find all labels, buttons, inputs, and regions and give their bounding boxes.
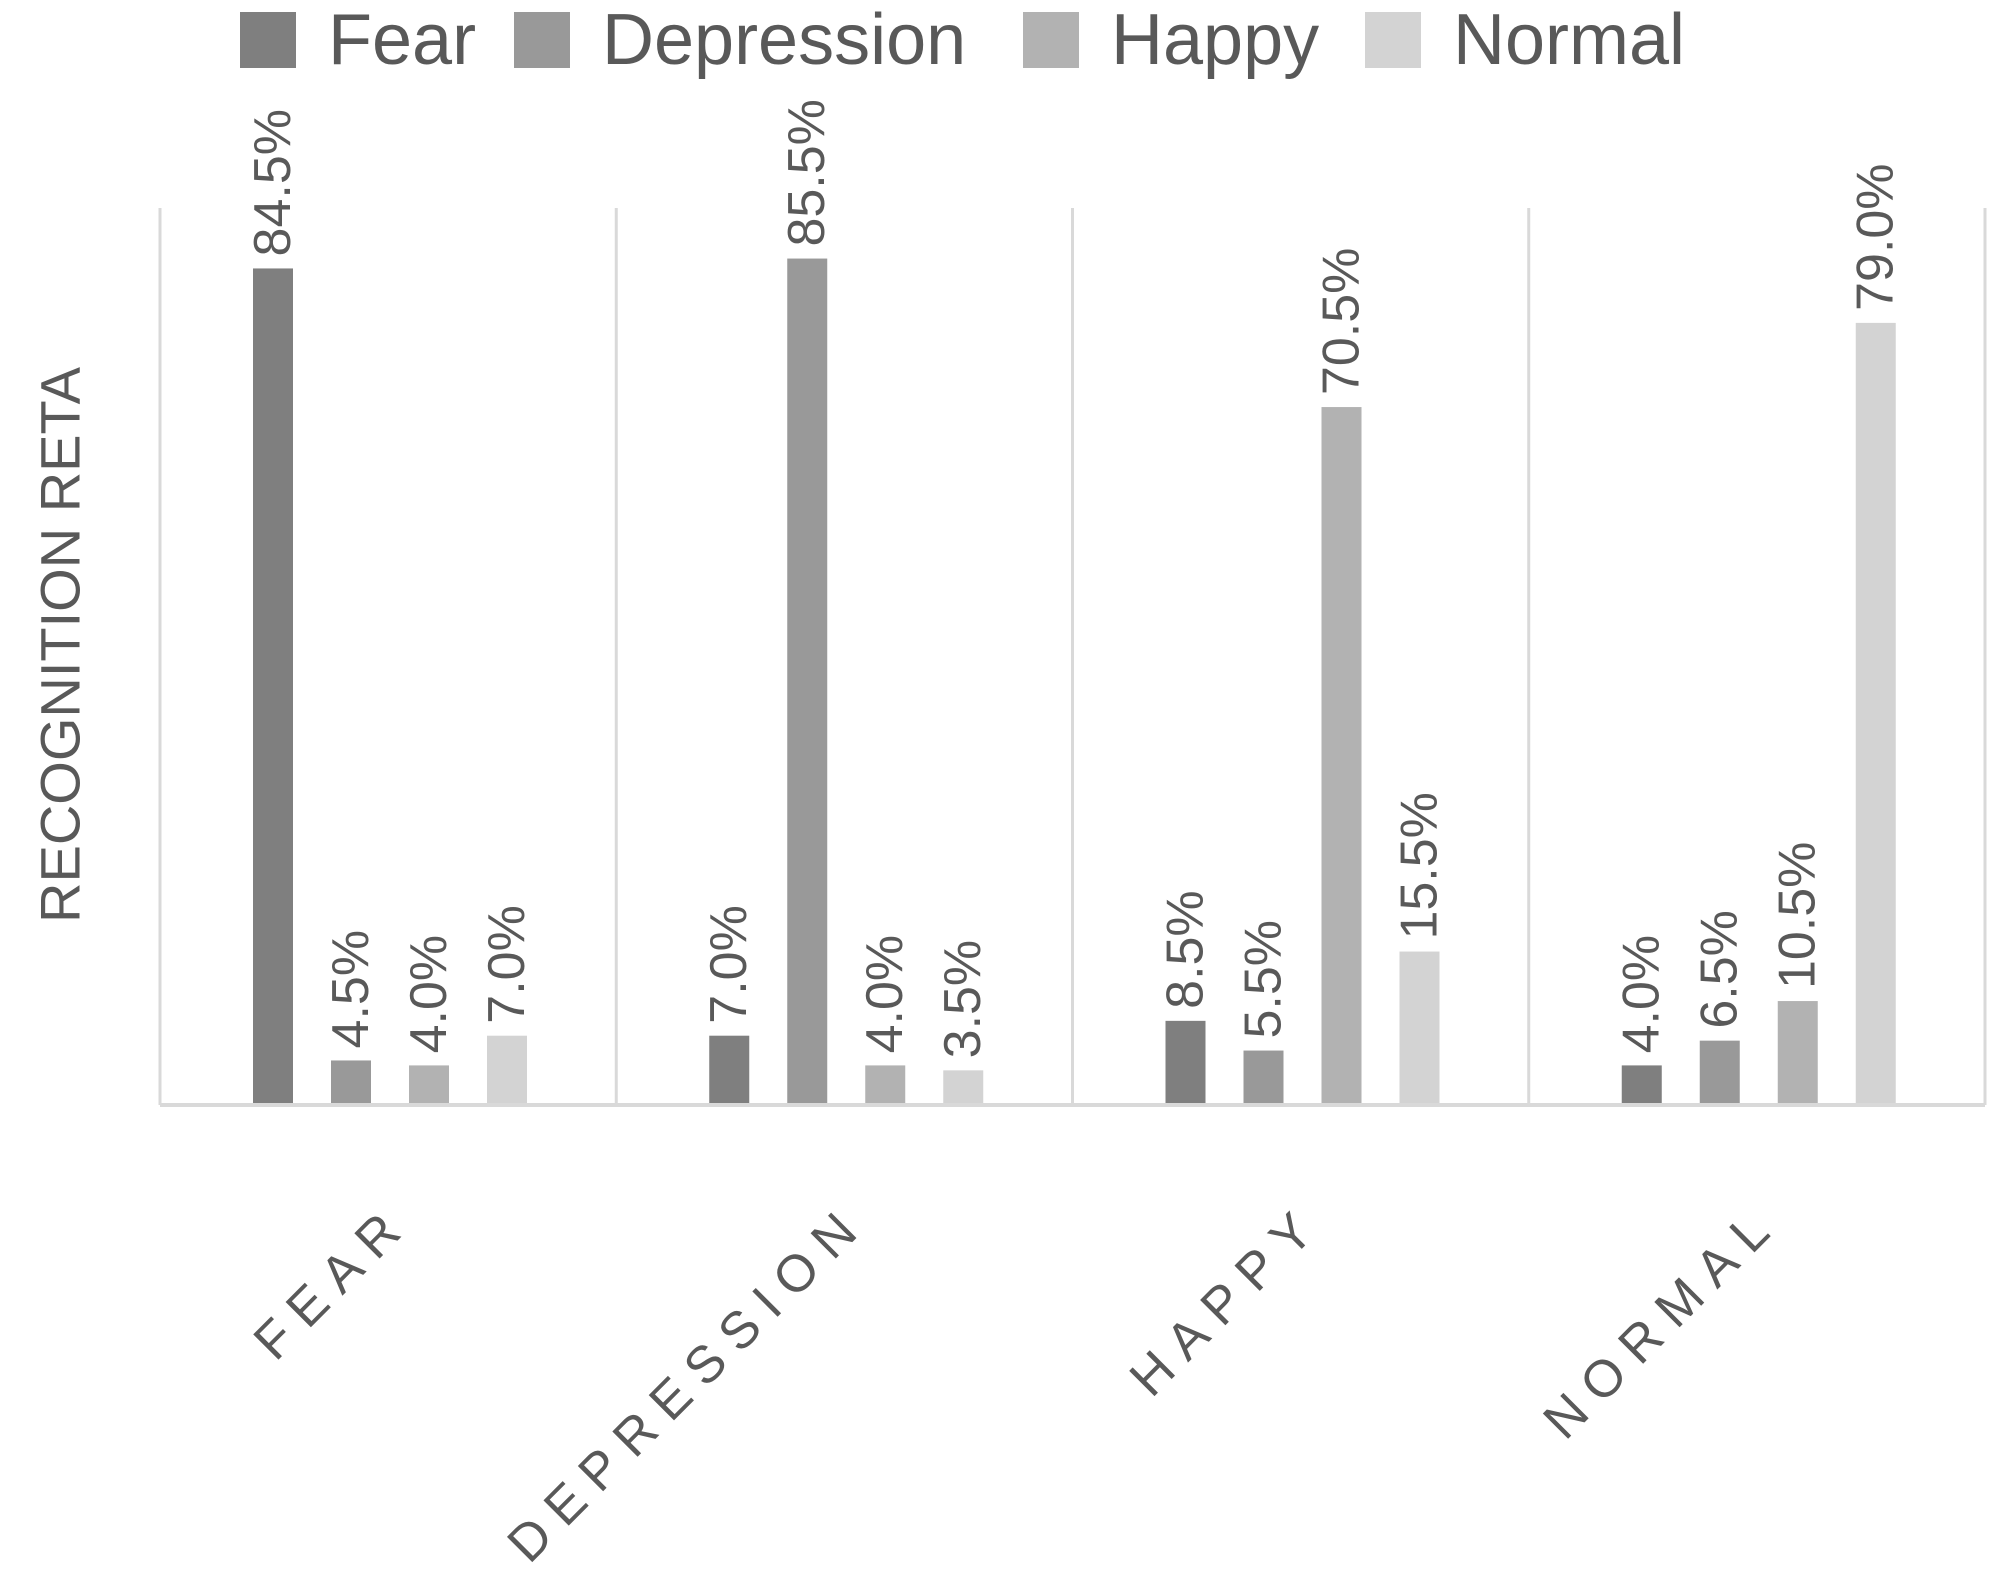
data-label: 10.5% xyxy=(1769,842,1827,989)
legend-swatch xyxy=(1365,12,1421,68)
legend: Fear Depression Happy Normal xyxy=(240,0,1685,80)
legend-label: Depression xyxy=(602,0,966,80)
legend-label: Fear xyxy=(328,0,476,80)
bar xyxy=(1777,1001,1818,1105)
bar xyxy=(1699,1040,1740,1105)
bar xyxy=(487,1035,527,1105)
legend-label: Happy xyxy=(1111,0,1319,80)
data-label: 3.5% xyxy=(934,940,992,1059)
bar xyxy=(253,268,293,1105)
bar xyxy=(1621,1065,1662,1105)
data-label: 7.0% xyxy=(700,905,758,1024)
legend-swatch xyxy=(1023,12,1079,68)
data-label: 84.5% xyxy=(244,109,302,256)
bar xyxy=(1165,1020,1206,1105)
bar xyxy=(787,258,828,1105)
data-label: 79.0% xyxy=(1847,163,1905,310)
bar xyxy=(943,1070,984,1105)
bar xyxy=(1321,407,1362,1105)
value-labels: 84.5% 7.0% 8.5% 4.0% 4.5% 85.5% 5.5% 6.5% 4.0% 4.… xyxy=(244,99,1905,1058)
data-label: 4.5% xyxy=(322,930,380,1049)
data-label: 85.5% xyxy=(778,99,836,246)
x-tick-label: NORMAL xyxy=(1533,1192,1791,1450)
x-tick-label: FEAR xyxy=(243,1192,422,1371)
data-label: 4.0% xyxy=(1613,935,1671,1054)
data-label: 4.0% xyxy=(856,935,914,1054)
data-label: 70.5% xyxy=(1313,248,1371,395)
data-label: 15.5% xyxy=(1391,792,1449,939)
bar xyxy=(1399,951,1440,1105)
y-axis-title: RECOGNITION RETA xyxy=(29,366,92,923)
bar xyxy=(409,1065,449,1105)
data-label: 4.0% xyxy=(400,935,458,1054)
bar xyxy=(1243,1050,1284,1105)
bar xyxy=(331,1060,371,1105)
x-tick-labels: FEAR DEPRESSION HAPPY NORMAL xyxy=(243,1192,1790,1573)
legend-swatch xyxy=(240,12,296,68)
bar xyxy=(865,1065,906,1105)
data-label: 6.5% xyxy=(1691,910,1749,1029)
bars xyxy=(253,258,1896,1105)
bar xyxy=(1855,322,1896,1105)
data-label: 7.0% xyxy=(478,905,536,1024)
data-label: 5.5% xyxy=(1235,920,1293,1039)
x-tick-label: HAPPY xyxy=(1119,1192,1334,1407)
x-tick-label: DEPRESSION xyxy=(497,1192,878,1573)
data-label: 8.5% xyxy=(1157,890,1215,1009)
bar xyxy=(709,1035,750,1105)
category-separators xyxy=(158,208,1987,1105)
legend-label: Normal xyxy=(1453,0,1685,80)
legend-swatch xyxy=(514,12,570,68)
